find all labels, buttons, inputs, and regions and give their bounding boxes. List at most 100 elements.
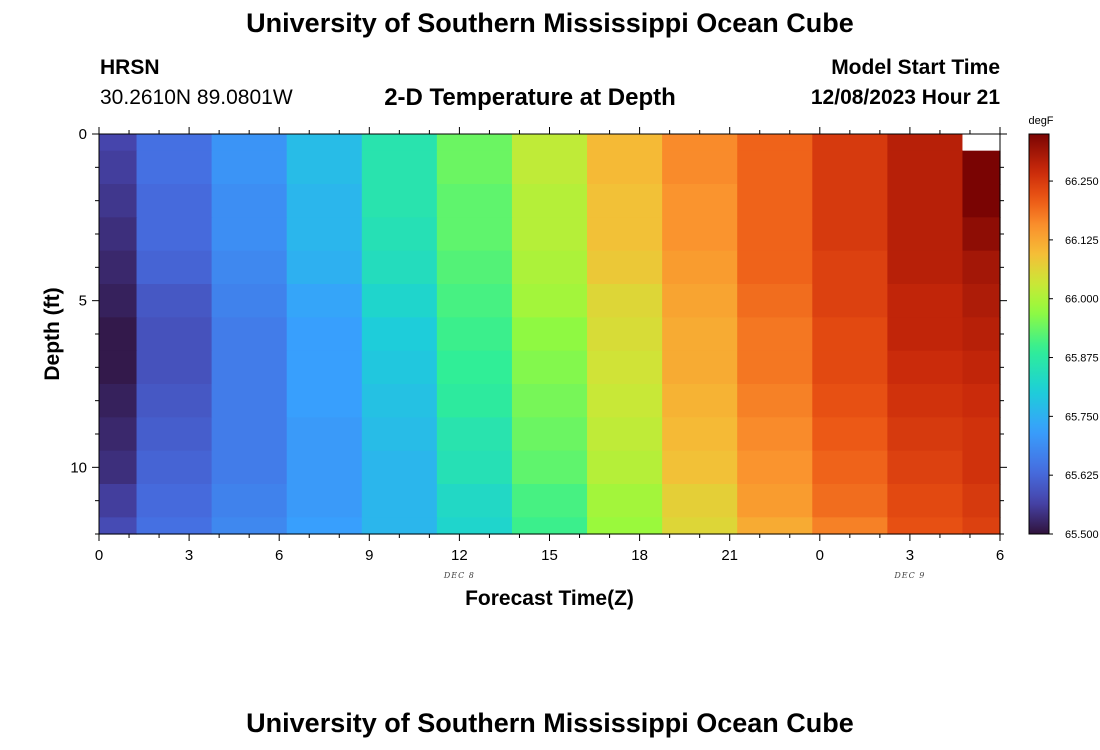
heatmap-cell: [211, 217, 288, 252]
heatmap-cell: [887, 284, 964, 318]
heatmap-cell: [812, 317, 888, 352]
colorbar-scale: [1028, 133, 1050, 535]
heatmap-cell: [99, 450, 138, 485]
heatmap-cell: [136, 250, 213, 285]
heatmap-cell: [361, 384, 438, 418]
heatmap-cell: [136, 317, 213, 352]
heatmap-cell: [587, 317, 663, 352]
heatmap-cell: [361, 284, 438, 318]
colorbar-tick-label: 66.000: [1065, 294, 1099, 306]
heatmap-cell: [361, 350, 438, 385]
heatmap-cell: [887, 517, 964, 535]
heatmap-cell: [436, 417, 513, 452]
heatmap-cell: [737, 384, 813, 418]
colorbar-tick-label: 65.875: [1065, 353, 1099, 365]
heatmap-cell: [511, 384, 588, 418]
heatmap-cell: [211, 384, 288, 418]
heatmap-cell: [99, 217, 138, 252]
heatmap-cell: [361, 134, 438, 152]
heatmap-cell: [962, 217, 1001, 252]
heatmap-cell: [99, 150, 138, 185]
heatmap-cell: [211, 484, 288, 518]
heatmap-cell: [587, 517, 663, 535]
heatmap-cell: [99, 284, 138, 318]
heatmap-cell: [99, 317, 138, 352]
heatmap-cell: [136, 484, 213, 518]
heatmap-cell: [737, 517, 813, 535]
heatmap-cell: [511, 417, 588, 452]
heatmap-cell: [587, 250, 663, 285]
heatmap-cell: [436, 484, 513, 518]
heatmap-cell: [887, 150, 964, 185]
heatmap-cell: [662, 250, 738, 285]
heatmap-cell: [136, 350, 213, 385]
heatmap-cell: [511, 350, 588, 385]
heatmap-cell: [662, 350, 738, 385]
heatmap-cell: [136, 384, 213, 418]
heatmap-cell: [211, 184, 288, 218]
heatmap-cell: [211, 150, 288, 185]
heatmap-cell: [587, 450, 663, 485]
heatmap-cell: [286, 250, 363, 285]
heatmap-cell: [962, 417, 1001, 452]
heatmap-cell: [887, 184, 964, 218]
missing-data-cell: [962, 134, 1001, 152]
heatmap-cell: [962, 450, 1001, 485]
y-tick-label: 10: [70, 459, 87, 476]
heatmap-cell: [136, 184, 213, 218]
x-tick-label: 6: [275, 547, 283, 564]
colorbar: degF 65.500 65.625 65.750 65.875 66.000 66.125…: [1028, 115, 1098, 541]
heatmap-cell: [887, 450, 964, 485]
heatmap-cell: [812, 384, 888, 418]
heatmap-cell: [962, 184, 1001, 218]
heatmap-cell: [662, 134, 738, 152]
x-tick-label: 12: [451, 547, 468, 564]
heatmap-cell: [136, 150, 213, 185]
heatmap-cell: [887, 217, 964, 252]
heatmap-cell: [812, 350, 888, 385]
heatmap-cell: [511, 150, 588, 185]
heatmap-cell: [812, 450, 888, 485]
heatmap-cell: [737, 184, 813, 218]
heatmap-cell: [286, 417, 363, 452]
x-tick-label: 18: [631, 547, 648, 564]
heatmap-cell: [361, 250, 438, 285]
heatmap-cell: [812, 284, 888, 318]
heatmap-cell: [99, 484, 138, 518]
heatmap-cell: [436, 184, 513, 218]
heatmap-cell: [962, 350, 1001, 385]
colorbar-tick-label: 65.750: [1065, 411, 1099, 423]
model-start-label: Model Start Time: [831, 56, 1000, 79]
heatmap-cell: [812, 134, 888, 152]
heatmap-cell: [962, 317, 1001, 352]
colorbar-tick-label: 66.125: [1065, 235, 1099, 247]
station-name: HRSN: [100, 56, 160, 79]
heatmap-cell: [737, 317, 813, 352]
plot-subtitle: 2-D Temperature at Depth: [384, 84, 676, 111]
heatmap-cell: [211, 284, 288, 318]
heatmap-cell: [587, 350, 663, 385]
heatmap-cell: [511, 317, 588, 352]
heatmap-cell: [887, 484, 964, 518]
heatmap-cell: [286, 484, 363, 518]
heatmap-cell: [812, 150, 888, 185]
heatmap-cell: [286, 184, 363, 218]
heatmap-cell: [887, 384, 964, 418]
heatmap-cell: [812, 484, 888, 518]
heatmap-cell: [737, 350, 813, 385]
heatmap-cell: [587, 134, 663, 152]
heatmap-cell: [662, 417, 738, 452]
heatmap-cell: [436, 317, 513, 352]
station-coordinates: 30.2610N 89.0801W: [100, 86, 293, 109]
y-tick-label: 0: [79, 126, 87, 143]
heatmap-cell: [436, 250, 513, 285]
heatmap-cell: [286, 350, 363, 385]
plot-axes: 0 3 6 9 12 15 18 21 0 3 6 DEC 8 DEC 9 0 5 10: [70, 126, 1007, 580]
heatmap-cell: [136, 284, 213, 318]
heatmap-cell: [99, 384, 138, 418]
colorbar-tick-label: 66.250: [1065, 176, 1099, 188]
heatmap-cell: [286, 450, 363, 485]
heatmap-cell: [361, 217, 438, 252]
x-tick-label: 21: [721, 547, 738, 564]
